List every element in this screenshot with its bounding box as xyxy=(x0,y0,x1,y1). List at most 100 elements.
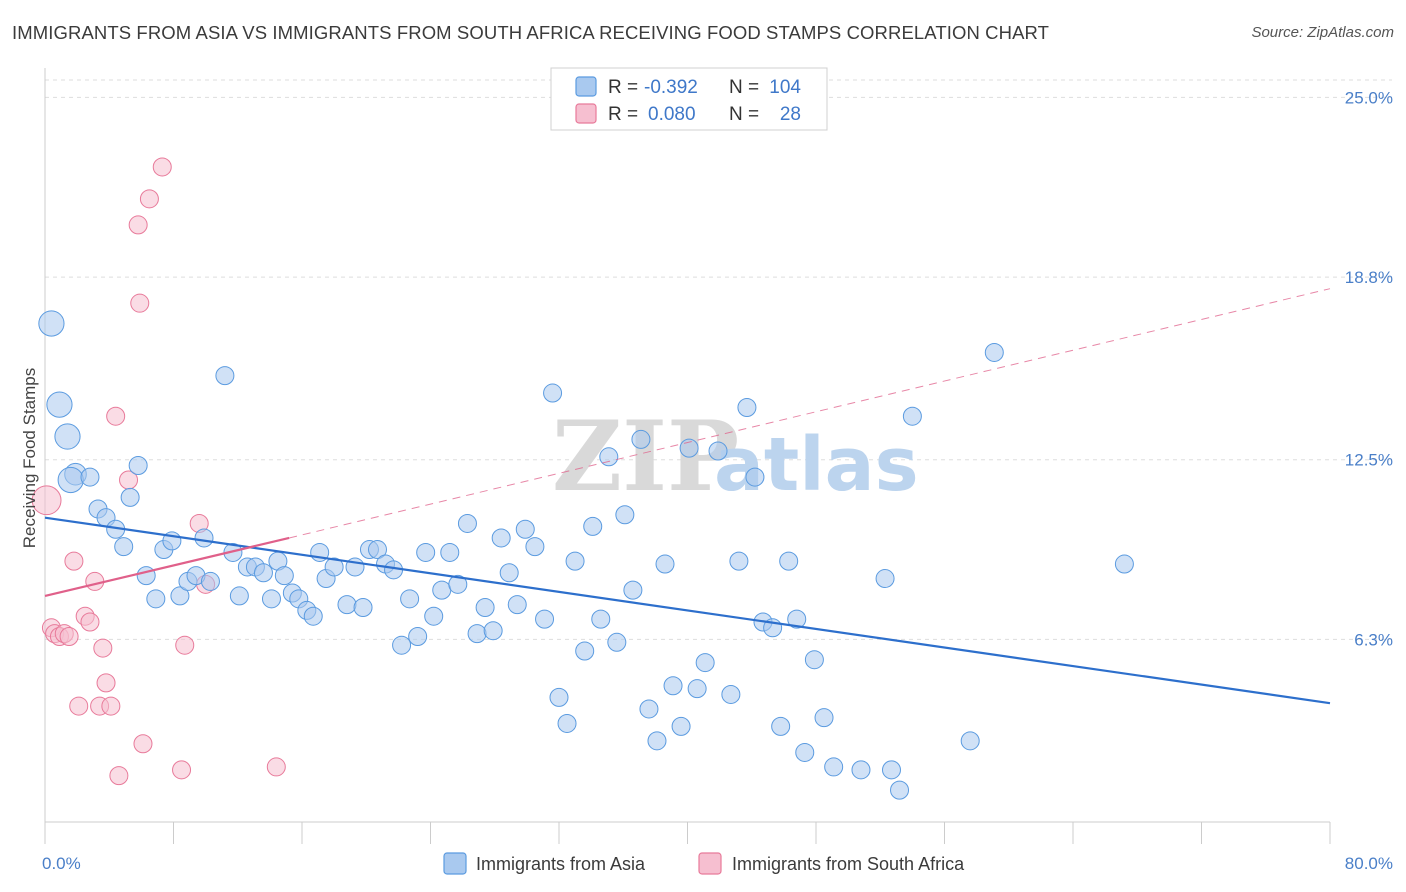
data-point-asia xyxy=(557,713,577,733)
watermark-zip: ZIP xyxy=(552,400,739,513)
data-point-asia xyxy=(475,598,495,618)
data-point-south-africa xyxy=(266,757,286,777)
data-point-asia xyxy=(779,551,799,571)
data-point-south-africa xyxy=(133,734,153,754)
y-tick-label: 25.0% xyxy=(1345,88,1393,107)
data-point-asia xyxy=(639,699,659,719)
data-point-south-africa xyxy=(139,189,159,209)
data-point-asia xyxy=(128,455,148,475)
data-point-south-africa xyxy=(130,293,150,313)
legend-r-value-asia: -0.392 xyxy=(644,77,698,98)
data-point-asia xyxy=(721,684,741,704)
series-south-africa xyxy=(31,157,286,786)
legend-r-label-asia: R = xyxy=(608,77,638,98)
data-point-asia xyxy=(591,609,611,629)
data-point-asia xyxy=(416,542,436,562)
data-point-asia xyxy=(881,760,901,780)
legend-r-value-south-africa: 0.080 xyxy=(648,104,696,125)
data-point-south-africa xyxy=(93,638,113,658)
trend-line-asia xyxy=(44,516,1331,705)
data-point-asia xyxy=(120,487,140,507)
bottom-legend-swatch-south-africa xyxy=(698,852,722,875)
legend-n-value-south-africa: 28 xyxy=(780,104,801,125)
y-tick-label: 6.3% xyxy=(1354,630,1393,649)
data-point-asia xyxy=(890,780,910,800)
data-point-asia xyxy=(57,466,84,494)
bottom-legend-label-asia: Immigrants from Asia xyxy=(476,854,646,874)
data-point-asia xyxy=(507,595,527,615)
data-point-asia xyxy=(337,595,357,615)
data-point-asia xyxy=(491,528,511,548)
axes xyxy=(44,68,1331,844)
data-point-asia xyxy=(549,687,569,707)
data-point-asia xyxy=(367,540,387,560)
data-point-asia xyxy=(1114,554,1134,574)
data-point-south-africa xyxy=(152,157,172,177)
trend-line-south-africa-extrapolated xyxy=(289,288,1331,539)
legend-n-label-south-africa: N = xyxy=(729,104,759,125)
data-point-asia xyxy=(745,467,765,487)
data-point-asia xyxy=(324,557,344,577)
data-point-asia xyxy=(960,731,980,751)
chart-title: IMMIGRANTS FROM ASIA VS IMMIGRANTS FROM … xyxy=(12,22,1050,43)
data-point-asia xyxy=(787,609,807,629)
data-point-asia xyxy=(114,537,134,557)
y-tick-labels: 6.3% 12.5% 18.8% 25.0% xyxy=(1345,88,1393,649)
data-point-asia xyxy=(583,516,603,536)
data-point-asia xyxy=(274,566,294,586)
data-point-asia xyxy=(804,650,824,670)
data-point-asia xyxy=(631,429,651,449)
data-point-asia xyxy=(543,383,563,403)
data-point-asia xyxy=(695,653,715,673)
data-point-south-africa xyxy=(31,485,62,516)
data-point-asia xyxy=(229,586,249,606)
y-tick-label: 12.5% xyxy=(1345,451,1393,470)
data-point-south-africa xyxy=(85,571,105,591)
data-point-asia xyxy=(663,676,683,696)
bottom-legend-swatch-asia xyxy=(443,852,467,875)
data-point-south-africa xyxy=(59,627,79,646)
data-point-asia xyxy=(824,757,844,777)
data-point-asia xyxy=(253,563,273,583)
data-point-asia xyxy=(146,589,166,609)
legend-swatch-south-africa xyxy=(575,103,597,124)
bottom-legend-label-south-africa: Immigrants from South Africa xyxy=(732,854,965,874)
x-tick-label: 0.0% xyxy=(42,854,81,873)
data-point-asia xyxy=(448,574,468,594)
data-point-asia xyxy=(984,342,1004,362)
data-point-asia xyxy=(851,760,871,780)
data-point-south-africa xyxy=(64,551,84,571)
data-point-asia xyxy=(708,441,728,461)
data-point-south-africa xyxy=(96,673,116,693)
data-point-asia xyxy=(525,537,545,557)
data-point-asia xyxy=(303,606,323,626)
data-point-asia xyxy=(902,406,922,426)
legend-r-label-south-africa: R = xyxy=(608,104,638,125)
data-point-asia xyxy=(170,586,190,606)
data-point-asia xyxy=(535,609,555,629)
data-point-asia xyxy=(607,632,627,652)
data-point-asia xyxy=(200,571,220,591)
legend-n-label-asia: N = xyxy=(729,77,759,98)
data-point-asia xyxy=(647,731,667,751)
x-tick-label: 80.0% xyxy=(1345,854,1393,873)
data-point-asia xyxy=(729,551,749,571)
data-point-asia xyxy=(215,366,235,386)
data-point-asia xyxy=(261,589,281,609)
data-point-south-africa xyxy=(175,635,195,655)
data-point-south-africa xyxy=(80,612,100,632)
data-point-asia xyxy=(565,551,585,571)
data-point-asia xyxy=(424,606,444,626)
data-point-asia xyxy=(80,467,100,487)
watermark-atlas: atlas xyxy=(714,422,919,508)
data-point-asia xyxy=(54,423,81,450)
data-point-asia xyxy=(795,742,815,762)
data-point-south-africa xyxy=(106,406,126,426)
data-point-south-africa xyxy=(172,760,192,780)
data-point-asia xyxy=(432,580,452,600)
data-point-asia xyxy=(46,391,73,418)
legend-n-value-asia: 104 xyxy=(769,77,801,98)
data-point-asia xyxy=(623,580,643,600)
data-point-asia xyxy=(194,528,214,548)
data-point-asia xyxy=(615,505,635,525)
